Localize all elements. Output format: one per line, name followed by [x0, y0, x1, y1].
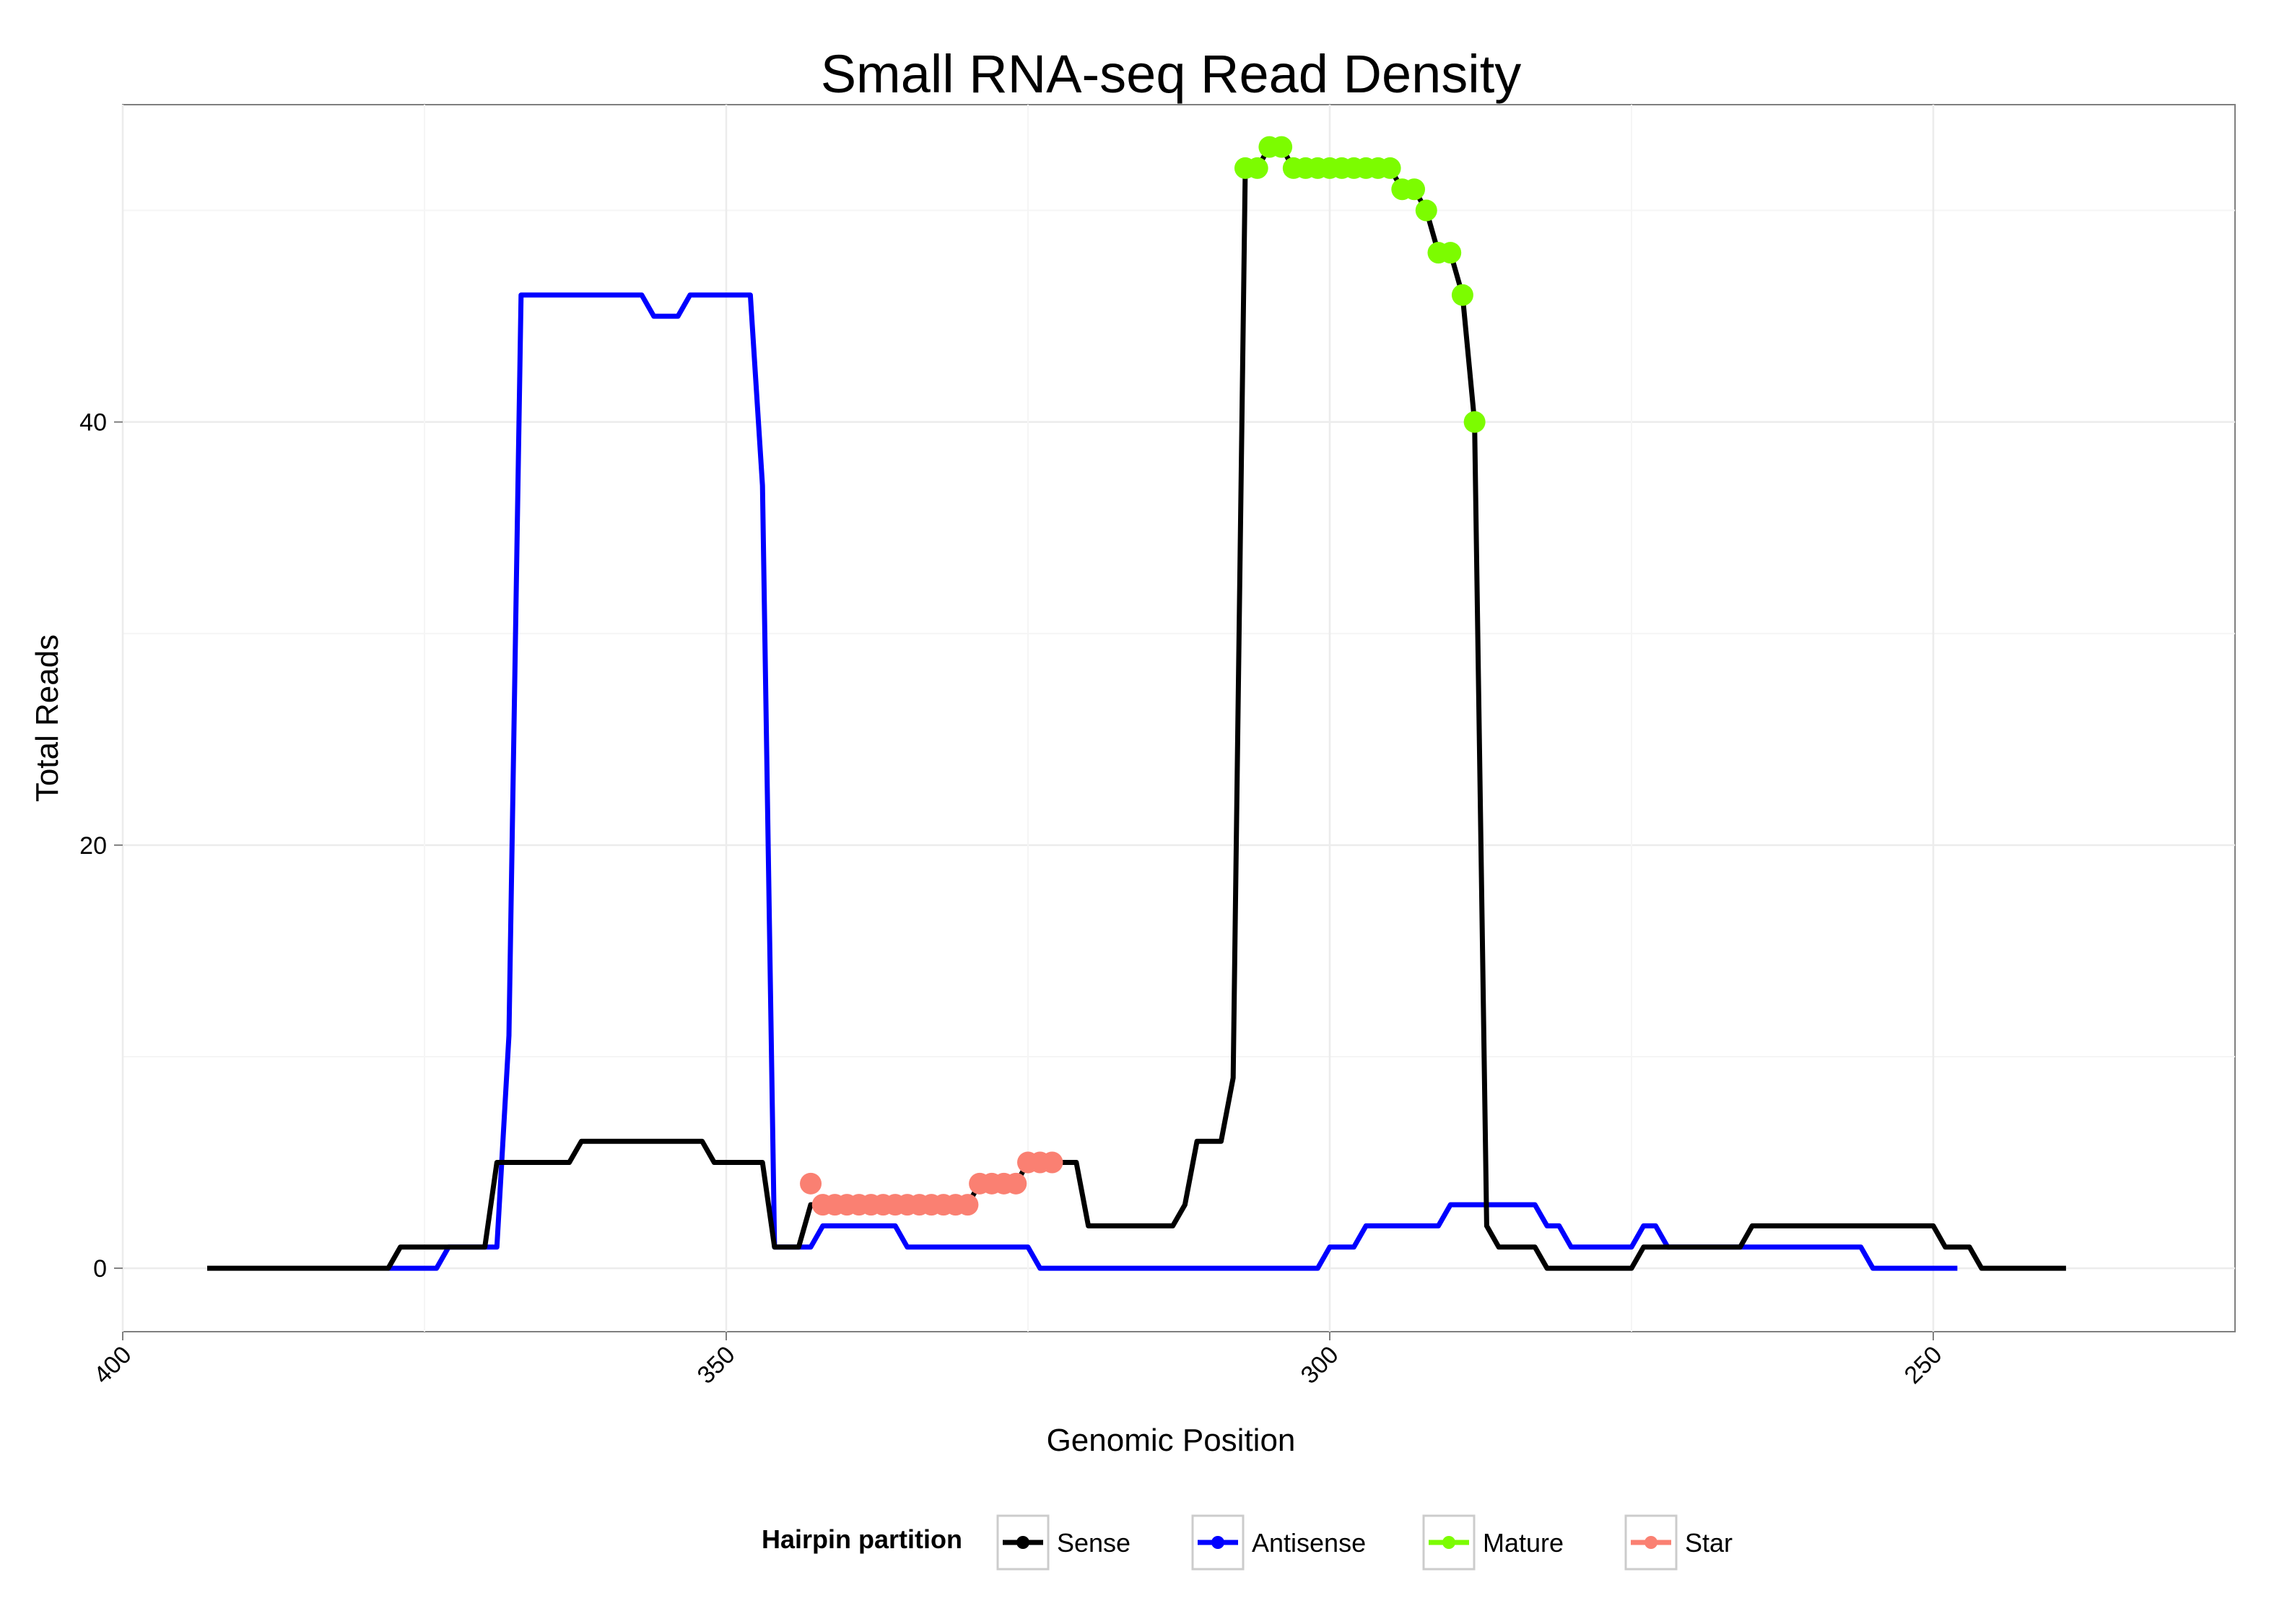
x-tick-label: 400 — [89, 1341, 137, 1389]
x-axis-title: Genomic Position — [1047, 1423, 1296, 1458]
plot-panel — [122, 104, 2236, 1332]
data-point-mature — [1439, 242, 1462, 264]
legend-label: Mature — [1483, 1528, 1564, 1558]
series-antisense — [388, 292, 1958, 1271]
data-point-mature — [1403, 178, 1426, 201]
legend-label: Star — [1685, 1528, 1733, 1558]
y-tick-label: 0 — [93, 1255, 107, 1283]
data-point-mature — [1451, 284, 1473, 306]
legend-item-mature: Mature — [1422, 1514, 1564, 1571]
x-tick-label: 250 — [1899, 1341, 1948, 1389]
grid-lines — [121, 105, 2235, 1332]
data-point-star — [800, 1172, 822, 1195]
data-point-mature — [1463, 411, 1486, 433]
y-tick-label: 20 — [79, 832, 107, 860]
legend-key-point — [1644, 1536, 1657, 1549]
legend: Hairpin partition Sense Antisense Mature St… — [762, 1514, 1733, 1571]
legend-key-point — [1016, 1536, 1029, 1549]
legend-key-point — [1211, 1536, 1224, 1549]
y-axis-title: Total Reads — [30, 634, 65, 802]
data-point-mature — [1379, 157, 1401, 179]
series-mature — [1234, 136, 1486, 433]
legend-item-antisense: Antisense — [1191, 1514, 1366, 1571]
series-line-antisense — [388, 292, 1958, 1271]
legend-item-sense: Sense — [996, 1514, 1131, 1571]
legend-item-star: Star — [1624, 1514, 1733, 1571]
series-star — [800, 1151, 1063, 1216]
legend-label: Sense — [1057, 1528, 1131, 1558]
data-point-mature — [1415, 199, 1437, 222]
legend-key-point — [1442, 1536, 1455, 1549]
series-sense — [207, 144, 2066, 1271]
data-point-mature — [1271, 136, 1293, 158]
legend-label: Antisense — [1252, 1528, 1366, 1558]
y-tick-label: 40 — [79, 409, 107, 437]
x-tick-label: 350 — [692, 1341, 741, 1389]
series-line-sense — [207, 144, 2066, 1271]
series-layer — [207, 136, 2066, 1271]
legend-title: Hairpin partition — [762, 1524, 962, 1554]
data-point-mature — [1246, 157, 1268, 179]
data-point-star — [1005, 1172, 1027, 1195]
x-tick-label: 300 — [1296, 1341, 1344, 1389]
data-point-star — [1041, 1151, 1063, 1174]
chart-title: Small RNA-seq Read Density — [821, 44, 1522, 104]
data-point-star — [957, 1194, 979, 1216]
